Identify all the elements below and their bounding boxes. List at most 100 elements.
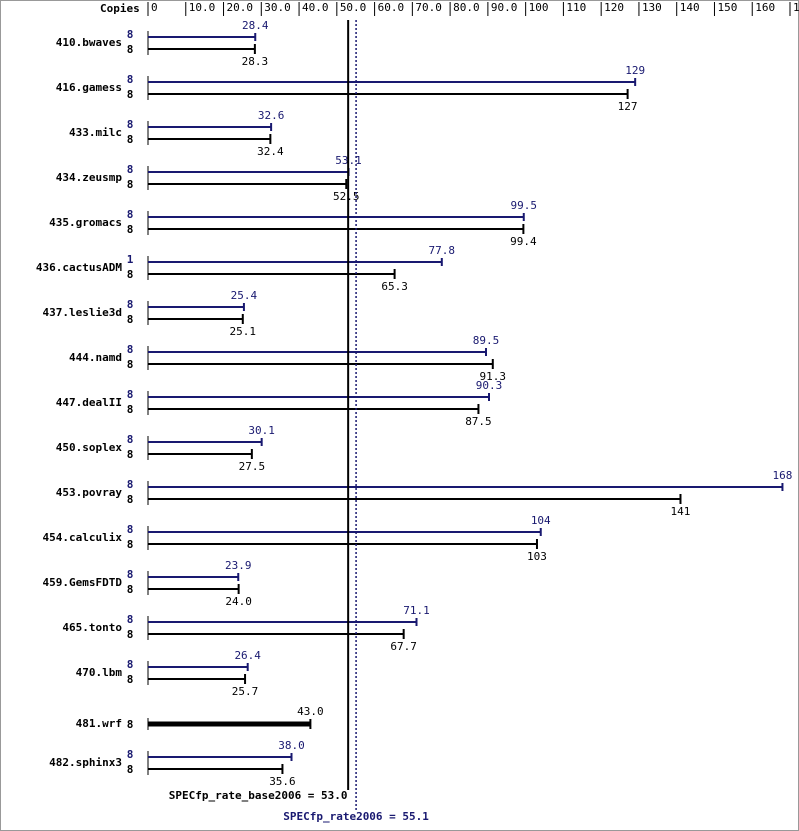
x-tick-label: 110 xyxy=(566,1,586,14)
x-tick-label: 120 xyxy=(604,1,624,14)
copies: 8 xyxy=(127,43,134,56)
benchmark-name: 470.lbm xyxy=(76,666,123,679)
copies: 8 xyxy=(127,658,134,671)
x-tick-label: 80.0 xyxy=(453,1,480,14)
value-label: 87.5 xyxy=(465,415,492,428)
copies: 8 xyxy=(127,133,134,146)
copies: 8 xyxy=(127,538,134,551)
copies: 8 xyxy=(127,268,134,281)
copies: 8 xyxy=(127,763,134,776)
value-label: 28.3 xyxy=(242,55,269,68)
copies: 8 xyxy=(127,28,134,41)
copies: 8 xyxy=(127,223,134,236)
value-label: 38.0 xyxy=(278,739,305,752)
value-label: 23.9 xyxy=(225,559,252,572)
copies: 8 xyxy=(127,73,134,86)
copies: 8 xyxy=(127,163,134,176)
x-tick-label: 10.0 xyxy=(189,1,216,14)
x-tick-label: 170 xyxy=(793,1,799,14)
value-label: 99.4 xyxy=(510,235,537,248)
value-label: 25.7 xyxy=(232,685,259,698)
copies: 8 xyxy=(127,313,134,326)
benchmark-name: 481.wrf xyxy=(76,717,122,730)
value-label: 168 xyxy=(773,469,793,482)
copies: 8 xyxy=(127,493,134,506)
value-label: 25.1 xyxy=(230,325,257,338)
benchmark-name: 434.zeusmp xyxy=(56,171,123,184)
x-tick-label: 60.0 xyxy=(378,1,405,14)
x-tick-label: 70.0 xyxy=(415,1,442,14)
copies: 8 xyxy=(127,448,134,461)
x-tick-label: 0 xyxy=(151,1,158,14)
benchmark-name: 437.leslie3d xyxy=(43,306,122,319)
value-label: 99.5 xyxy=(511,199,538,212)
value-label: 28.4 xyxy=(242,19,269,32)
benchmark-name: 454.calculix xyxy=(43,531,123,544)
value-label: 104 xyxy=(531,514,551,527)
value-label: 25.4 xyxy=(231,289,258,302)
value-label: 52.5 xyxy=(333,190,360,203)
benchmark-name: 465.tonto xyxy=(62,621,122,634)
copies: 8 xyxy=(127,433,134,446)
x-tick-label: 150 xyxy=(717,1,737,14)
value-label: 103 xyxy=(527,550,547,563)
benchmark-name: 436.cactusADM xyxy=(36,261,122,274)
x-tick-label: 50.0 xyxy=(340,1,367,14)
value-label: 67.7 xyxy=(390,640,417,653)
copies: 8 xyxy=(127,718,134,731)
copies: 8 xyxy=(127,358,134,371)
copies: 8 xyxy=(127,388,134,401)
copies: 8 xyxy=(127,628,134,641)
benchmark-name: 433.milc xyxy=(69,126,122,139)
benchmark-name: 482.sphinx3 xyxy=(49,756,122,769)
value-label: 35.6 xyxy=(269,775,296,788)
x-tick-label: 140 xyxy=(680,1,700,14)
value-label: 27.5 xyxy=(239,460,266,473)
value-label: 71.1 xyxy=(403,604,430,617)
value-label: 43.0 xyxy=(297,705,324,718)
copies: 8 xyxy=(127,403,134,416)
copies: 8 xyxy=(127,118,134,131)
copies: 8 xyxy=(127,748,134,761)
value-label: 91.3 xyxy=(480,370,507,383)
benchmark-name: 447.dealII xyxy=(56,396,122,409)
value-label: 32.6 xyxy=(258,109,285,122)
x-tick-label: 100 xyxy=(529,1,549,14)
value-label: 24.0 xyxy=(225,595,252,608)
benchmark-name: 453.povray xyxy=(56,486,123,499)
reference-label: SPECfp_rate2006 = 55.1 xyxy=(283,810,429,823)
benchmark-name: 416.gamess xyxy=(56,81,122,94)
benchmark-name: 444.namd xyxy=(69,351,122,364)
value-label: 77.8 xyxy=(429,244,456,257)
x-tick-label: 40.0 xyxy=(302,1,329,14)
x-tick-label: 20.0 xyxy=(227,1,254,14)
value-label: 129 xyxy=(625,64,645,77)
value-label: 141 xyxy=(671,505,691,518)
value-label: 90.3 xyxy=(476,379,503,392)
value-label: 65.3 xyxy=(381,280,408,293)
reference-label: SPECfp_rate_base2006 = 53.0 xyxy=(169,789,348,802)
x-tick-label: 90.0 xyxy=(491,1,517,14)
x-tick-label: 160 xyxy=(755,1,775,14)
value-label: 30.1 xyxy=(248,424,275,437)
copies: 8 xyxy=(127,178,134,191)
benchmark-name: 450.soplex xyxy=(56,441,123,454)
benchmark-name: 459.GemsFDTD xyxy=(43,576,123,589)
copies: 8 xyxy=(127,523,134,536)
copies: 8 xyxy=(127,568,134,581)
copies: 8 xyxy=(127,673,134,686)
copies: 8 xyxy=(127,298,134,311)
copies: 8 xyxy=(127,208,134,221)
copies: 8 xyxy=(127,343,134,356)
copies: 8 xyxy=(127,478,134,491)
x-tick-label: 30.0 xyxy=(264,1,291,14)
x-tick-label: 130 xyxy=(642,1,662,14)
copies: 8 xyxy=(127,613,134,626)
copies: 1 xyxy=(127,253,134,266)
value-label: 127 xyxy=(618,100,638,113)
value-label: 32.4 xyxy=(257,145,284,158)
value-label: 26.4 xyxy=(234,649,261,662)
axis-label: Copies xyxy=(100,2,140,15)
